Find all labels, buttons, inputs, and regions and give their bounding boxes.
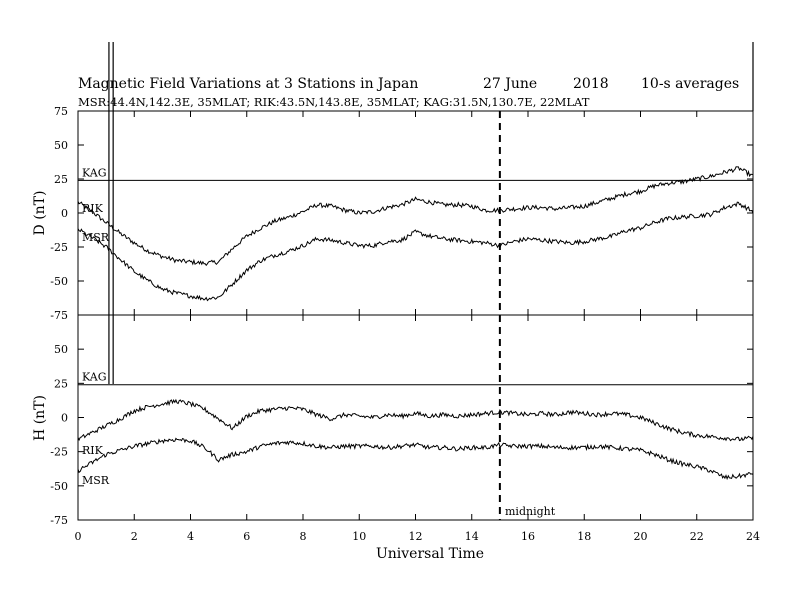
y-tick-label: 25 xyxy=(54,377,68,390)
panel-frame-0 xyxy=(77,110,754,316)
x-tick-label: 20 xyxy=(634,530,648,543)
series-label-kag: KAG xyxy=(82,166,107,179)
panel-frame-1 xyxy=(77,314,754,521)
y-tick-label: -50 xyxy=(50,480,68,493)
series-label-kag: KAG xyxy=(82,371,107,384)
series-label-msr: MSR xyxy=(82,231,110,244)
x-tick-label: 18 xyxy=(577,530,591,543)
y-tick-label: -25 xyxy=(50,446,68,459)
y-tick-label: -50 xyxy=(50,275,68,288)
y-tick-label: 0 xyxy=(61,207,68,220)
y-tick-label: -25 xyxy=(50,241,68,254)
x-axis-label: Universal Time xyxy=(376,546,484,562)
midnight-label: midnight xyxy=(505,505,556,518)
series-label-rik: RIK xyxy=(82,444,104,457)
y-tick-label: 50 xyxy=(54,343,68,356)
chart-title: Magnetic Field Variations at 3 Stations … xyxy=(78,76,418,92)
x-tick-label: 4 xyxy=(187,530,194,543)
series-label-msr: MSR xyxy=(82,474,110,487)
series-rik-line xyxy=(77,398,754,442)
plot-layer: 75 50 25 0 -25 -50 -75 KAG 50 25 0 -25 -50 -75 KAG RIK M… xyxy=(50,42,760,543)
series-msr-line xyxy=(77,437,754,481)
x-tick-label: 16 xyxy=(521,530,535,543)
x-tick-label: 12 xyxy=(409,530,423,543)
x-tick-label: 22 xyxy=(690,530,704,543)
x-tick-label: 0 xyxy=(75,530,82,543)
x-tick-label: 6 xyxy=(243,530,250,543)
chart-date-day: 27 June xyxy=(483,76,537,92)
series-label-rik: RIK xyxy=(82,202,104,215)
y-tick-label: -75 xyxy=(50,514,68,527)
x-tick-label: 2 xyxy=(131,530,138,543)
y-tick-label: 50 xyxy=(54,139,68,152)
station-coordinates: MSR:44.4N,142.3E, 35MLAT; RIK:43.5N,143.… xyxy=(78,95,590,109)
x-tick-label: 8 xyxy=(300,530,307,543)
x-tick-label: 10 xyxy=(352,530,366,543)
chart-averaging: 10-s averages xyxy=(641,76,739,92)
series-rik-line xyxy=(77,166,754,267)
y-tick-label: 75 xyxy=(54,105,68,118)
y-tick-label: 25 xyxy=(54,173,68,186)
y-tick-label: 0 xyxy=(61,412,68,425)
y-axis-label-h: H (nT) xyxy=(32,395,48,441)
series-msr-line xyxy=(77,201,754,302)
y-axis-label-d: D (nT) xyxy=(32,191,48,236)
x-tick-label: 24 xyxy=(746,530,760,543)
x-tick-label: 14 xyxy=(465,530,479,543)
y-tick-label: -75 xyxy=(50,309,68,322)
chart-date-year: 2018 xyxy=(573,76,609,92)
